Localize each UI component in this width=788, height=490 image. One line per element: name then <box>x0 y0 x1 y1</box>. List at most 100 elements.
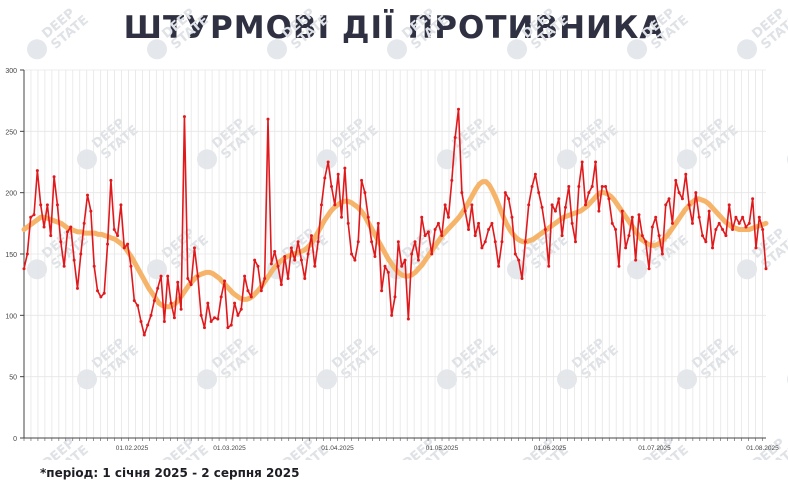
data-point <box>477 221 481 225</box>
data-point <box>624 246 628 250</box>
period-footnote: *період: 1 січня 2025 - 2 серпня 2025 <box>40 466 300 480</box>
data-point <box>410 252 414 256</box>
data-point <box>517 258 521 262</box>
data-point <box>45 203 49 207</box>
data-point <box>734 215 738 219</box>
data-point <box>747 221 751 225</box>
data-point <box>400 264 404 268</box>
data-point <box>102 291 106 295</box>
data-point <box>69 225 73 229</box>
data-point <box>737 221 741 225</box>
data-point <box>259 289 263 293</box>
data-point <box>493 240 497 244</box>
watermark-badge-icon <box>787 369 788 390</box>
data-point <box>309 234 313 238</box>
data-point <box>721 227 725 231</box>
data-point <box>426 230 430 234</box>
data-point <box>199 313 203 317</box>
data-point <box>25 252 29 256</box>
data-point <box>192 246 196 250</box>
data-point <box>390 313 394 317</box>
data-point <box>209 319 213 323</box>
data-point <box>59 240 63 244</box>
data-point <box>443 203 447 207</box>
data-point <box>92 264 96 268</box>
data-point <box>353 258 357 262</box>
data-point <box>340 215 344 219</box>
data-point <box>343 166 347 170</box>
data-point <box>149 313 153 317</box>
data-point <box>627 234 631 238</box>
data-point <box>72 258 76 262</box>
data-point <box>186 277 190 281</box>
data-point <box>65 230 69 234</box>
data-point <box>640 234 644 238</box>
data-point <box>226 326 230 330</box>
watermark-badge-icon <box>147 259 168 280</box>
x-tick-label: 01.07.2025 <box>638 445 671 452</box>
data-point <box>249 295 253 299</box>
data-point <box>273 250 277 254</box>
y-tick-label: 300 <box>5 68 17 75</box>
data-point <box>32 213 36 217</box>
data-point <box>373 254 377 258</box>
data-point <box>413 240 417 244</box>
data-point <box>126 242 130 246</box>
data-point <box>86 193 90 197</box>
x-tick-label: 01.06.2025 <box>534 445 567 452</box>
data-point <box>223 279 227 283</box>
data-point <box>403 258 407 262</box>
x-tick-label: 01.08.2025 <box>746 445 779 452</box>
data-point <box>550 203 554 207</box>
data-point <box>119 203 123 207</box>
data-point <box>269 262 273 266</box>
data-point <box>172 316 176 320</box>
data-point <box>336 172 340 176</box>
watermark-badge-icon <box>317 369 338 390</box>
chart-axes: 0 50 100 150 200 250 300 01.02.2025 01.03.2025 01… <box>5 68 779 452</box>
watermark-badge-icon <box>627 39 648 60</box>
data-point <box>299 258 303 262</box>
data-point <box>430 252 434 256</box>
data-point <box>229 323 233 327</box>
data-point <box>219 295 223 299</box>
data-point <box>660 252 664 256</box>
x-tick-label: 01.03.2025 <box>213 445 246 452</box>
data-point <box>577 185 581 189</box>
data-point <box>500 240 504 244</box>
data-point <box>132 299 136 303</box>
data-point <box>694 191 698 195</box>
watermark-badge-icon <box>557 369 578 390</box>
data-point <box>584 203 588 207</box>
data-point <box>731 227 735 231</box>
watermark-badge-icon <box>507 39 528 60</box>
data-point <box>39 203 43 207</box>
y-tick-label: 200 <box>5 191 17 198</box>
data-point <box>450 178 454 182</box>
trend-series <box>21 179 769 310</box>
data-point <box>446 215 450 219</box>
watermark-badge-icon <box>27 39 48 60</box>
data-point <box>75 286 79 290</box>
daily-series <box>22 107 768 337</box>
data-point <box>380 289 384 293</box>
data-point <box>423 234 427 238</box>
data-point <box>470 203 474 207</box>
data-point <box>159 274 163 278</box>
chart-grid <box>23 69 766 439</box>
x-tick-label: 01.02.2025 <box>116 445 149 452</box>
watermark-badge-icon <box>27 259 48 280</box>
data-point <box>594 160 598 164</box>
data-point <box>350 252 354 256</box>
data-point <box>243 274 247 278</box>
data-point <box>667 197 671 201</box>
data-point <box>657 234 661 238</box>
data-point <box>329 185 333 189</box>
